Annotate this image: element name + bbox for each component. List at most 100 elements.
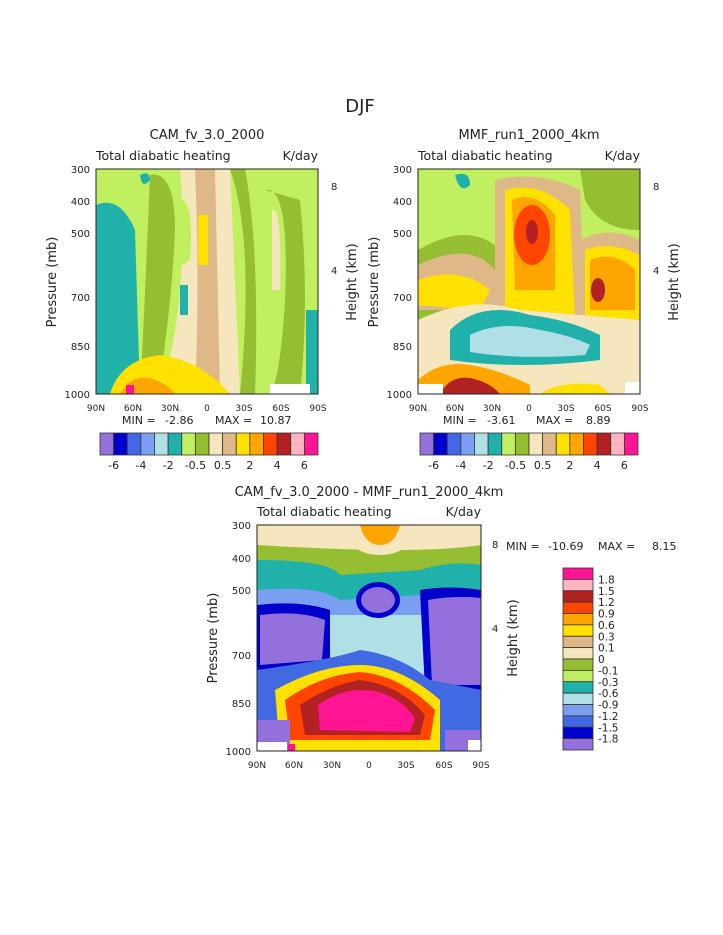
max-label: MAX = bbox=[536, 414, 573, 427]
min-label: MIN = bbox=[506, 540, 540, 553]
colorbar-label: -1.5 bbox=[598, 722, 619, 734]
y-tick: 700 bbox=[393, 293, 412, 304]
colorbar-label: -6 bbox=[428, 459, 439, 472]
colorbar-label: -4 bbox=[455, 459, 466, 472]
colorbar-label: 0.1 bbox=[598, 643, 615, 655]
colorbar-vertical: 1.81.51.20.90.60.30.10-0.1-0.3-0.6-0.9-1… bbox=[562, 567, 619, 751]
y-tick: 700 bbox=[232, 651, 251, 662]
colorbar-swatch bbox=[474, 432, 489, 456]
y-tick: 700 bbox=[71, 293, 90, 304]
colorbar-label: -6 bbox=[108, 459, 119, 472]
min-value: -10.69 bbox=[548, 540, 583, 553]
y-axis-label: Pressure (mb) bbox=[45, 237, 60, 328]
colorbar-label: 0.6 bbox=[598, 620, 615, 632]
colorbar-swatch bbox=[276, 432, 292, 456]
y2-axis-label: Height (km) bbox=[345, 243, 360, 320]
y-tick: 300 bbox=[232, 521, 251, 532]
colorbar-swatch bbox=[290, 432, 305, 456]
colorbar-swatch bbox=[562, 567, 594, 580]
colorbar-swatch bbox=[181, 432, 196, 456]
colorbar-swatch bbox=[562, 647, 594, 660]
panel-title: MMF_run1_2000_4km bbox=[458, 128, 599, 143]
min-max-label: MIN = -3.61 MAX = 8.89 bbox=[443, 414, 611, 427]
colorbar-label: 2 bbox=[566, 459, 573, 472]
colorbar-label: 1.5 bbox=[598, 586, 615, 598]
colorbar-swatch bbox=[99, 432, 115, 456]
x-tick: 60N bbox=[285, 761, 303, 771]
max-value: 8.15 bbox=[652, 540, 677, 553]
colorbar-swatch bbox=[583, 432, 598, 456]
y2-axis-ticks: 8 4 bbox=[653, 182, 659, 277]
y-axis-ticks: 300 400 500 700 850 1000 bbox=[387, 165, 412, 401]
colorbar-label: 0.5 bbox=[214, 459, 232, 472]
y-axis-ticks: 300 400 500 700 850 1000 bbox=[226, 521, 251, 758]
plot-frame bbox=[95, 168, 319, 395]
max-label: MAX = bbox=[215, 414, 252, 427]
y-tick: 500 bbox=[393, 229, 412, 240]
colorbar-swatch bbox=[562, 590, 594, 603]
x-tick: 60S bbox=[594, 404, 611, 414]
colorbar-swatch bbox=[501, 432, 516, 456]
y-tick: 1000 bbox=[65, 390, 90, 401]
y2-axis-label: Height (km) bbox=[506, 599, 521, 676]
x-tick: 30S bbox=[397, 761, 414, 771]
y2-tick: 4 bbox=[492, 624, 498, 635]
min-max-label: MIN = -10.69 MAX = 8.15 bbox=[506, 540, 677, 553]
colorbar-label: -0.5 bbox=[505, 459, 526, 472]
y-tick: 1000 bbox=[387, 390, 412, 401]
y2-tick: 4 bbox=[653, 266, 659, 277]
colorbar-label: -2 bbox=[163, 459, 174, 472]
colorbar-swatch bbox=[562, 738, 594, 751]
colorbar-label: -0.3 bbox=[598, 677, 619, 689]
colorbar-swatch bbox=[113, 432, 128, 456]
colorbar-swatch bbox=[263, 432, 278, 456]
colorbar-label: -1.2 bbox=[598, 711, 619, 723]
colorbar-swatch bbox=[460, 432, 475, 456]
min-max-label: MIN = -2.86 MAX = 10.87 bbox=[122, 414, 292, 427]
x-axis-ticks: 90N 60N 30N 0 30S 60S 90S bbox=[248, 761, 490, 771]
y-tick: 300 bbox=[71, 165, 90, 176]
colorbar-swatch bbox=[562, 624, 594, 637]
colorbar-swatch bbox=[154, 432, 169, 456]
x-tick: 90N bbox=[409, 404, 427, 414]
contour-field bbox=[96, 169, 318, 394]
colorbar-swatch bbox=[562, 613, 594, 626]
y-tick: 400 bbox=[232, 554, 251, 565]
panel-subtitle-right: K/day bbox=[605, 148, 641, 163]
colorbar-label: 1.2 bbox=[598, 597, 615, 609]
y-tick: 1000 bbox=[226, 747, 251, 758]
colorbar-label: -1.8 bbox=[598, 734, 619, 746]
x-tick: 90S bbox=[472, 761, 489, 771]
y-tick: 500 bbox=[232, 586, 251, 597]
colorbar-label: 0.3 bbox=[598, 631, 615, 643]
y2-axis-ticks: 8 4 bbox=[492, 540, 498, 635]
y2-tick: 4 bbox=[331, 266, 337, 277]
x-tick: 0 bbox=[366, 761, 372, 771]
x-tick: 90N bbox=[248, 761, 266, 771]
colorbar-label: 6 bbox=[621, 459, 628, 472]
panel-cam: CAM_fv_3.0_2000 Total diabatic heating K… bbox=[45, 128, 360, 472]
colorbar-swatch bbox=[419, 432, 435, 456]
y-axis-label: Pressure (mb) bbox=[367, 237, 382, 328]
x-tick: 30N bbox=[323, 761, 341, 771]
colorbar-swatch bbox=[126, 432, 142, 456]
colorbar-swatch bbox=[562, 669, 594, 683]
colorbar-swatch bbox=[569, 432, 584, 456]
max-label: MAX = bbox=[598, 540, 635, 553]
colorbar-label: 2 bbox=[246, 459, 253, 472]
colorbar-swatch bbox=[222, 432, 237, 456]
x-tick: 30N bbox=[161, 404, 179, 414]
panel-title: CAM_fv_3.0_2000 bbox=[150, 128, 265, 143]
x-axis-ticks: 90N 60N 30N 0 30S 60S 90S bbox=[87, 404, 327, 414]
y-tick: 400 bbox=[393, 197, 412, 208]
y-tick: 850 bbox=[71, 342, 90, 353]
colorbar-label: -2 bbox=[483, 459, 494, 472]
colorbar-swatch bbox=[194, 432, 210, 456]
y-tick: 400 bbox=[71, 197, 90, 208]
panel-subtitle-right: K/day bbox=[283, 148, 319, 163]
y2-tick: 8 bbox=[653, 182, 659, 193]
colorbar-swatch bbox=[562, 704, 594, 717]
panel-subtitle-left: Total diabatic heating bbox=[256, 504, 392, 519]
x-tick: 90S bbox=[631, 404, 648, 414]
